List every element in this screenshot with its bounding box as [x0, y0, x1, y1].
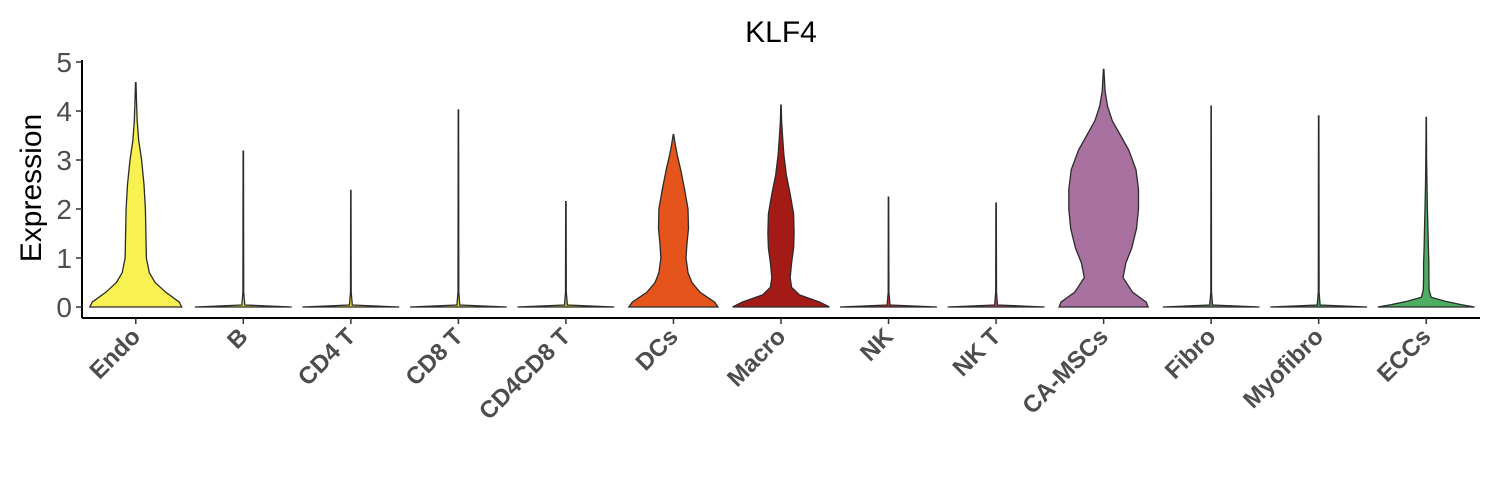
- violin-cd4-t: [302, 189, 400, 308]
- violin-fibro: [1162, 105, 1260, 308]
- x-tick-label: Endo: [84, 323, 146, 385]
- x-tick-label: CD4CD8 T: [474, 323, 576, 425]
- y-axis-label: Expression: [15, 114, 48, 262]
- violin-cd8-t: [409, 109, 507, 308]
- violin-macro: [732, 104, 830, 308]
- y-tick-label: 2: [56, 194, 72, 225]
- x-tick-label: NK T: [948, 323, 1007, 382]
- y-tick-label: 3: [56, 145, 72, 176]
- y-tick-label: 1: [56, 243, 72, 274]
- x-axis: Endo B CD4 T CD8 T CD4CD8 T DCs Macro NK NK T CA-…: [82, 317, 1480, 425]
- violin-endo: [88, 81, 183, 308]
- x-tick-label: Myofibro: [1238, 323, 1329, 414]
- x-tick-label: CD8 T: [401, 323, 469, 391]
- violin-ca-mscs: [1058, 68, 1150, 308]
- x-tick-label: ECCs: [1372, 323, 1436, 387]
- chart-title: KLF4: [745, 16, 817, 49]
- x-tick-label: CD4 T: [293, 323, 361, 391]
- x-tick-label: Macro: [722, 323, 791, 392]
- x-tick-label: CA-MSCs: [1017, 323, 1113, 419]
- violin-nk-t: [947, 202, 1045, 308]
- y-tick-label: 4: [56, 96, 72, 127]
- y-axis: 0 1 2 3 4 5: [56, 47, 83, 323]
- violin-nk: [840, 196, 937, 308]
- y-tick-label: 5: [56, 47, 72, 78]
- x-tick-label: NK: [855, 323, 899, 367]
- violin-eccs: [1377, 116, 1475, 308]
- violin-dcs: [627, 133, 720, 308]
- x-tick-label: B: [222, 323, 253, 354]
- x-tick-label: Fibro: [1160, 323, 1222, 385]
- violin-b: [194, 150, 292, 308]
- violin-cd4cd8-t: [517, 201, 615, 308]
- violin-myofibro: [1270, 115, 1368, 308]
- y-tick-label: 0: [56, 292, 72, 323]
- violin-group: [88, 68, 1475, 308]
- x-tick-label: DCs: [631, 323, 684, 376]
